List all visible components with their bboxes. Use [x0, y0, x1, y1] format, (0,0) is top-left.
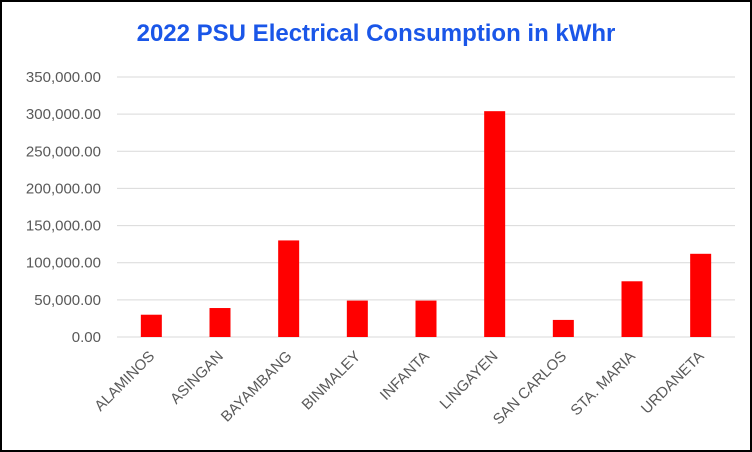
x-tick-label: URDANETA: [638, 348, 708, 418]
bar: [484, 111, 506, 338]
bar: [415, 300, 437, 337]
x-tick-label: LINGAYEN: [437, 348, 502, 413]
bar: [621, 281, 643, 337]
y-tick-label: 150,000.00: [26, 218, 101, 235]
y-tick-label: 50,000.00: [34, 292, 101, 309]
x-tick-label: STA. MARIA: [567, 348, 638, 419]
y-tick-label: 100,000.00: [26, 255, 101, 272]
bar: [690, 253, 712, 337]
y-tick-label: 200,000.00: [26, 180, 101, 197]
x-tick-label: ALAMINOS: [91, 348, 158, 415]
x-tick-label: BINMALEY: [299, 348, 365, 414]
bar: [140, 314, 162, 337]
x-tick-label: ASINGAN: [167, 348, 227, 408]
y-tick-label: 250,000.00: [26, 143, 101, 160]
x-tick-label: SAN CARLOS: [490, 348, 570, 428]
y-tick-label: 300,000.00: [26, 106, 101, 123]
bar: [278, 240, 300, 337]
y-tick-label: 0.00: [72, 329, 101, 346]
x-tick-label: BAYAMBANG: [218, 348, 296, 426]
bar: [552, 319, 574, 337]
chart-title: 2022 PSU Electrical Consumption in kWhr: [136, 20, 616, 47]
y-tick-label: 350,000.00: [26, 69, 101, 86]
bar: [346, 300, 368, 337]
bar: [209, 308, 231, 337]
x-tick-label: INFANTA: [377, 348, 433, 404]
